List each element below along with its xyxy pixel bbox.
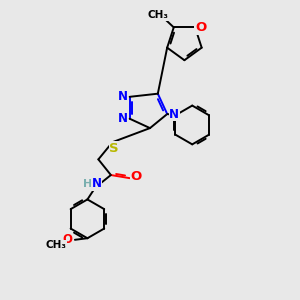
Text: O: O (130, 170, 142, 183)
Text: S: S (109, 142, 119, 155)
Text: O: O (63, 233, 73, 246)
Text: N: N (92, 177, 102, 190)
Text: N: N (118, 112, 128, 125)
Text: N: N (118, 90, 128, 103)
Text: O: O (195, 21, 206, 34)
Text: CH₃: CH₃ (46, 240, 67, 250)
Text: H: H (83, 179, 92, 189)
Text: CH₃: CH₃ (148, 11, 169, 20)
Text: N: N (169, 107, 179, 121)
